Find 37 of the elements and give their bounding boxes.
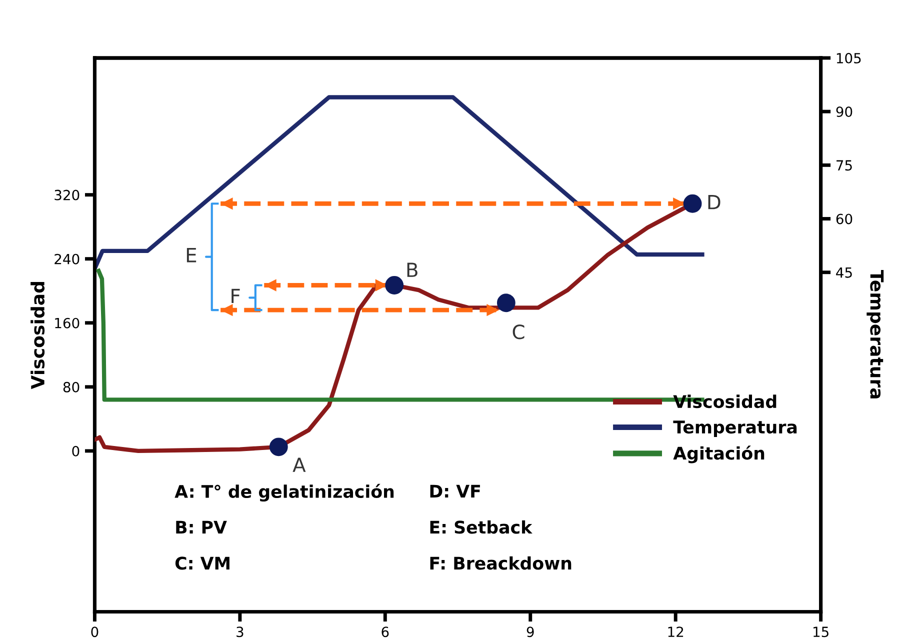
y-tick-label: 320 — [54, 190, 80, 200]
y-tick-label: 240 — [54, 254, 80, 264]
annotation: E — [186, 248, 196, 262]
x-tick-label: 3 — [236, 626, 244, 638]
annotation: F: Breackdown — [430, 556, 572, 570]
annotation: A: T° de gelatinización — [174, 484, 394, 502]
y-tick-label: 80 — [63, 382, 80, 392]
annotation: E: Setback — [430, 520, 532, 534]
y2-tick-label: 60 — [836, 214, 852, 224]
y2-tick-label: 90 — [836, 106, 852, 118]
annotation: D: VF — [430, 484, 480, 498]
y2-tick-label: 75 — [836, 160, 852, 171]
annotation: B: PV — [176, 520, 227, 534]
x-tick-label: 15 — [814, 626, 828, 638]
legend-label: Agitación — [673, 446, 764, 464]
y2-axis-title: Temperatura — [866, 270, 884, 398]
annotation: A — [292, 458, 306, 472]
point — [385, 276, 404, 294]
x-tick-label: 6 — [382, 626, 389, 638]
annotation: C — [512, 324, 524, 340]
y-axis-title: Viscosidad — [30, 282, 45, 390]
point — [269, 438, 288, 456]
x-tick-label: 0 — [91, 626, 98, 638]
annotation: D — [708, 195, 720, 210]
legend-label: Temperatura — [673, 420, 797, 437]
point — [496, 294, 516, 312]
x-tick-label: 12 — [668, 626, 684, 637]
y-tick-label: 0 — [72, 446, 80, 456]
annotation: B — [407, 262, 418, 277]
y2-tick-label: 105 — [836, 52, 861, 64]
point — [683, 194, 702, 213]
annotation: F — [232, 288, 240, 304]
annotation: C: VM — [175, 556, 230, 570]
y-tick-label: 160 — [55, 318, 80, 328]
y2-tick-label: 45 — [836, 268, 852, 278]
legend-label: Viscosidad — [673, 394, 776, 408]
x-tick-label: 9 — [526, 626, 534, 638]
